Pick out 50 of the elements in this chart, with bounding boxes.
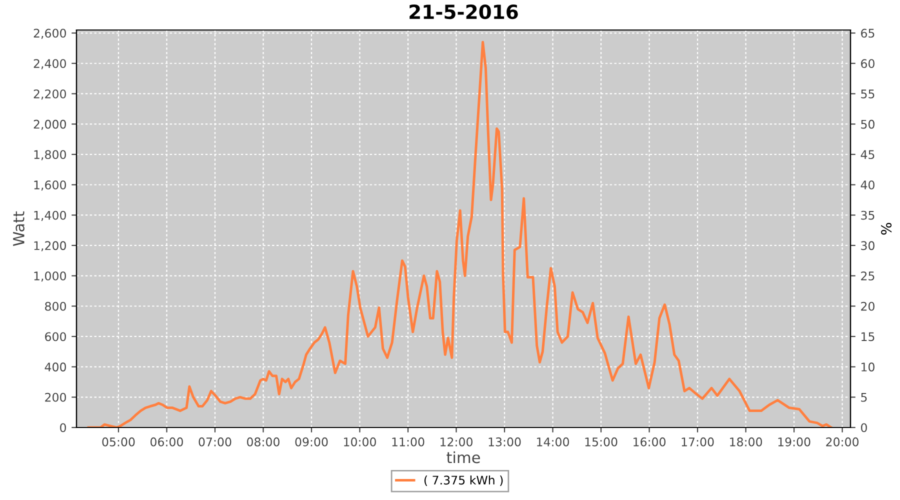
y-tick-label: 1,200 [34,241,66,252]
y2-tick-label: 15 [862,332,874,342]
x-tick-label: 10:00 [344,437,376,446]
y2-tick-label: 30 [861,241,874,250]
y-tick-label: 1,000 [34,272,66,282]
x-tick-label: 12:00 [440,437,472,446]
x-tick-label: 18:00 [730,437,762,446]
y-tick-label: 1,400 [34,210,66,221]
y2-tick-label: 5 [861,393,867,402]
y-tick-label: 800 [45,302,66,311]
y-tick-label: 2,600 [34,28,66,39]
legend-label: ( 7.375 kWh ) [424,475,503,486]
x-tick-label: 11:00 [392,437,424,446]
y2-tick-label: 45 [860,150,874,160]
x-axis-title: time [446,451,480,464]
x-tick-label: 16:00 [634,437,666,446]
x-tick-label: 06:00 [150,437,183,446]
y-tick-label: 200 [45,392,66,402]
y2-tick-label: 50 [861,120,874,129]
y2-tick-label: 35 [861,210,874,220]
y-tick-label: 2,400 [34,59,66,70]
y-tick-label: 2,000 [34,120,66,130]
y2-tick-label: 0 [861,423,867,432]
y2-tick-label: 65 [861,28,874,38]
chart-title: 21-5-2016 [410,4,518,20]
y2-tick-label: 40 [860,180,874,190]
y2-tick-label: 55 [861,90,874,98]
y2-axis-title: % [881,222,892,235]
y-tick-label: 600 [45,332,66,342]
x-tick-label: 17:00 [682,437,714,446]
x-tick-label: 14:00 [537,437,569,446]
x-tick-label: 07:00 [198,437,232,446]
y-tick-label: 2,200 [34,89,66,100]
y-tick-label: 1,600 [34,180,66,191]
x-tick-label: 20:00 [826,437,859,446]
y-tick-label: 0 [60,423,66,432]
y2-tick-label: 20 [861,302,874,311]
y-tick-label: 1,800 [34,150,66,160]
x-tick-label: 19:00 [778,437,810,446]
y-axis-title: Watt [13,211,24,246]
x-tick-label: 05:00 [102,437,135,446]
x-tick-label: 08:00 [247,437,280,446]
y2-tick-label: 60 [861,59,874,68]
y2-tick-label: 25 [861,272,874,280]
y2-tick-label: 10 [862,362,874,372]
y-tick-label: 400 [44,362,66,372]
x-tick-label: 09:00 [295,437,328,446]
line-series [87,40,832,428]
x-tick-label: 13:00 [488,437,521,446]
x-tick-label: 15:00 [585,437,618,446]
